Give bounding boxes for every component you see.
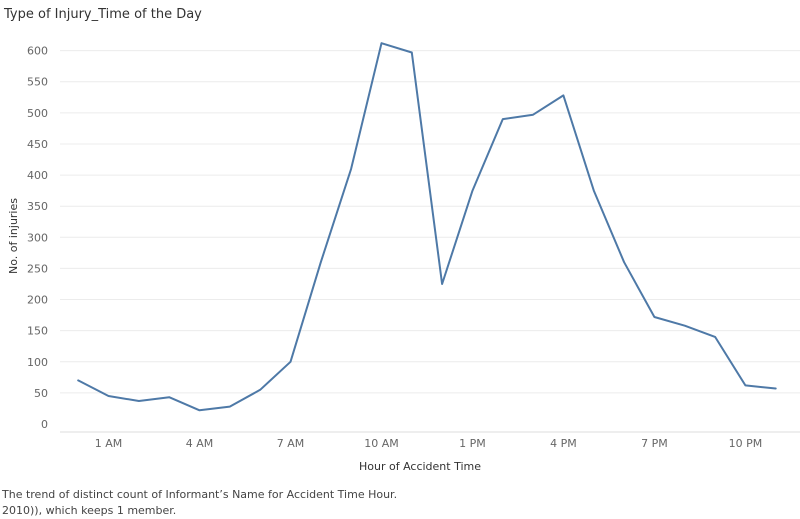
- data-point[interactable]: [527, 109, 539, 121]
- y-tick-label: 100: [27, 356, 48, 369]
- data-point[interactable]: [466, 185, 478, 197]
- y-tick-label: 50: [34, 387, 48, 400]
- x-tick-label: 1 AM: [95, 437, 123, 450]
- x-tick-label: 4 AM: [186, 437, 214, 450]
- data-point[interactable]: [254, 384, 266, 396]
- y-tick-label: 350: [27, 200, 48, 213]
- x-tick-label: 1 PM: [459, 437, 486, 450]
- data-point[interactable]: [406, 46, 418, 58]
- x-axis-ticks: 1 AM 4 AM 7 AM 10 AM 1 PM 4 PM 7 PM 10 PM: [95, 437, 762, 450]
- series-layer: [72, 37, 782, 416]
- data-point[interactable]: [588, 185, 600, 197]
- data-point[interactable]: [648, 311, 660, 323]
- y-tick-label: 550: [27, 76, 48, 89]
- y-tick-label: 0: [41, 418, 48, 431]
- data-point[interactable]: [770, 383, 782, 395]
- data-point[interactable]: [284, 356, 296, 368]
- data-point[interactable]: [679, 320, 691, 332]
- gridlines: [60, 50, 800, 433]
- caption-line-2: 2010)), which keeps 1 member.: [2, 504, 177, 517]
- data-point[interactable]: [194, 404, 206, 416]
- y-tick-label: 250: [27, 262, 48, 275]
- data-point[interactable]: [163, 391, 175, 403]
- x-tick-label: 4 PM: [550, 437, 577, 450]
- y-axis-title: No. of injuries: [7, 198, 20, 274]
- data-point[interactable]: [497, 113, 509, 125]
- x-axis-title: Hour of Accident Time: [359, 460, 481, 473]
- chart-title: Type of Injury_Time of the Day: [4, 7, 202, 22]
- data-point[interactable]: [103, 390, 115, 402]
- data-point[interactable]: [739, 379, 751, 391]
- y-tick-label: 200: [27, 294, 48, 307]
- data-point[interactable]: [436, 278, 448, 290]
- data-point[interactable]: [375, 37, 387, 49]
- data-point[interactable]: [72, 374, 84, 386]
- series-line: [77, 42, 777, 412]
- data-point[interactable]: [618, 256, 630, 268]
- data-point[interactable]: [557, 89, 569, 101]
- y-tick-label: 400: [27, 169, 48, 182]
- caption-line-1: The trend of distinct count of Informant…: [2, 488, 398, 501]
- data-point[interactable]: [345, 163, 357, 175]
- data-point[interactable]: [709, 331, 721, 343]
- y-axis-ticks: 0 50 100 150 200 250 300 350 400 450 500 550 600: [27, 45, 48, 431]
- x-tick-label: 7 AM: [277, 437, 305, 450]
- chart-caption: The trend of distinct count of Informant…: [2, 487, 397, 519]
- data-point[interactable]: [133, 395, 145, 407]
- y-tick-label: 150: [27, 325, 48, 338]
- x-tick-label: 7 PM: [641, 437, 668, 450]
- y-tick-label: 300: [27, 231, 48, 244]
- y-tick-label: 500: [27, 107, 48, 120]
- x-tick-label: 10 AM: [364, 437, 399, 450]
- x-tick-label: 10 PM: [729, 437, 763, 450]
- y-tick-label: 450: [27, 138, 48, 151]
- data-point[interactable]: [315, 256, 327, 268]
- y-tick-label: 600: [27, 45, 48, 58]
- line-chart: 0 50 100 150 200 250 300 350 400 450 500 550 600 1 A…: [7, 37, 800, 473]
- data-point[interactable]: [224, 401, 236, 413]
